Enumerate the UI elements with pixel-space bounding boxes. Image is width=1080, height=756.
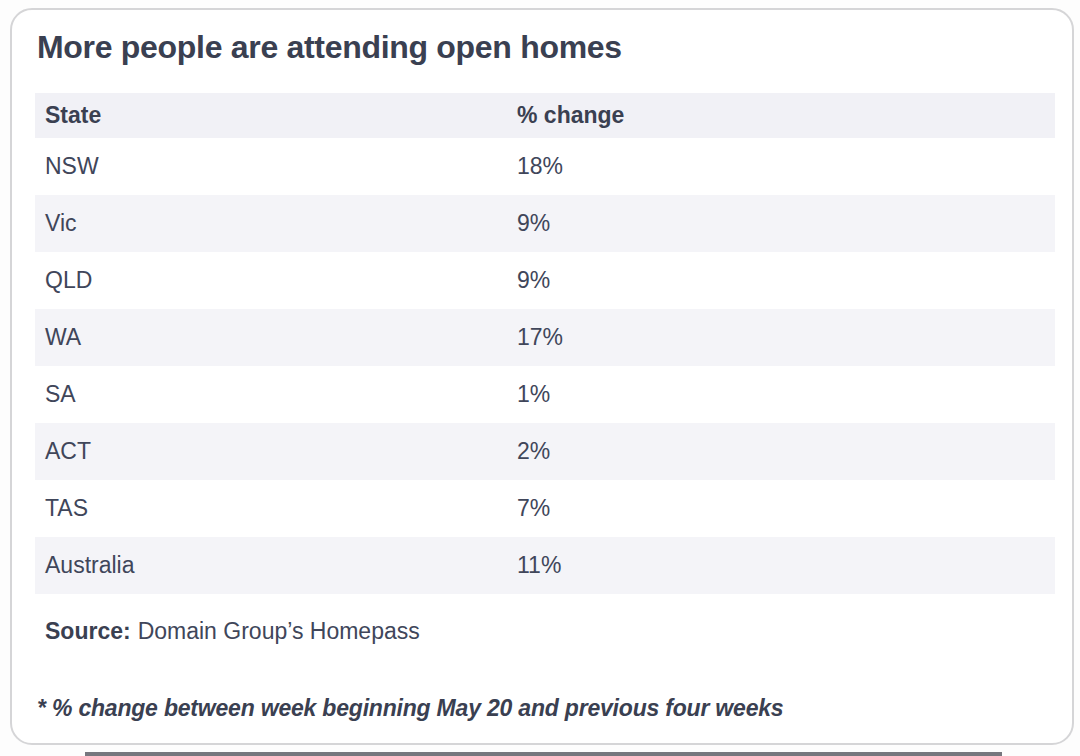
table-row: Vic9% (35, 195, 1055, 252)
cell-change: 9% (517, 210, 1055, 237)
source-text: Domain Group’s Homepass (138, 618, 420, 644)
table-row: WA17% (35, 309, 1055, 366)
table-row: TAS7% (35, 480, 1055, 537)
cell-change: 9% (517, 267, 1055, 294)
cell-state: NSW (35, 153, 517, 180)
table-row: QLD9% (35, 252, 1055, 309)
footnote: * % change between week beginning May 20… (37, 695, 1072, 722)
table-card: More people are attending open homes Sta… (10, 8, 1074, 745)
cell-change: 2% (517, 438, 1055, 465)
cell-change: 1% (517, 381, 1055, 408)
source-label: Source: (45, 618, 131, 644)
cell-change: 17% (517, 324, 1055, 351)
cell-state: SA (35, 381, 517, 408)
source-line: Source: Domain Group’s Homepass (45, 618, 1072, 645)
cell-change: 18% (517, 153, 1055, 180)
table-row: ACT2% (35, 423, 1055, 480)
cropped-content-edge (85, 752, 1002, 756)
cell-state: ACT (35, 438, 517, 465)
cell-state: Vic (35, 210, 517, 237)
table-body: NSW18%Vic9%QLD9%WA17%SA1%ACT2%TAS7%Austr… (35, 138, 1055, 594)
table-row: NSW18% (35, 138, 1055, 195)
table-row: Australia11% (35, 537, 1055, 594)
cell-state: QLD (35, 267, 517, 294)
cell-change: 11% (517, 552, 1055, 579)
table-row: SA1% (35, 366, 1055, 423)
cell-change: 7% (517, 495, 1055, 522)
column-header-state: State (35, 102, 517, 129)
column-header-change: % change (517, 102, 1055, 129)
cell-state: Australia (35, 552, 517, 579)
cell-state: WA (35, 324, 517, 351)
cell-state: TAS (35, 495, 517, 522)
page-title: More people are attending open homes (37, 30, 1072, 64)
data-table: State % change NSW18%Vic9%QLD9%WA17%SA1%… (35, 93, 1055, 594)
table-header-row: State % change (35, 93, 1055, 138)
